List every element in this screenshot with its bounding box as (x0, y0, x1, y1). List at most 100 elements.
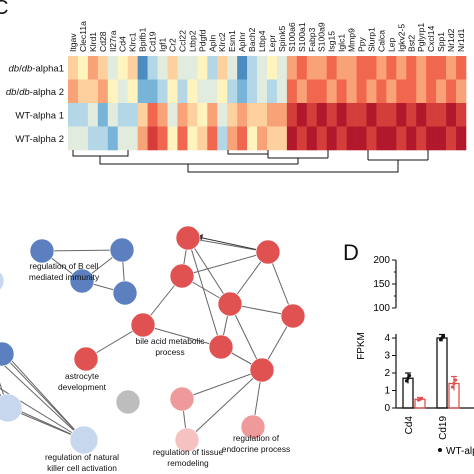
heatmap-cell (426, 126, 437, 151)
gene-label: Isg15 (327, 31, 337, 52)
network-edge (181, 369, 263, 400)
gene-label: S100a1 (297, 22, 307, 52)
network-node (109, 237, 135, 263)
gene-label: Calca (376, 30, 386, 52)
heatmap-cell (87, 126, 99, 151)
label-b-cell-immunity: regulation of B cell mediated immunity (29, 261, 100, 282)
heatmap-cell (316, 103, 327, 127)
gene-label: Pdgfd (197, 29, 207, 52)
gene-label: S100a9 (317, 22, 327, 52)
heatmap-cell (97, 79, 109, 104)
dendrogram-branch (72, 150, 129, 157)
heatmap-cell (306, 103, 318, 127)
heatmap-cell (326, 103, 337, 127)
heatmap-cell (257, 103, 268, 127)
y-axis-label: FPKM (356, 332, 367, 360)
gene-label: Fabp3 (307, 27, 317, 52)
data-point (404, 379, 409, 383)
heatmap-cell (346, 103, 357, 127)
dendrogram-branch (227, 150, 268, 155)
network-node (0, 271, 5, 291)
heatmap-cell (346, 56, 357, 80)
heatmap-cell (436, 79, 447, 104)
heatmap-cell (127, 79, 138, 104)
heatmap-cell (346, 79, 357, 104)
heatmap-cell (187, 56, 198, 80)
heatmap-cell (446, 126, 457, 151)
heatmap-cell (237, 103, 248, 127)
heatmap-cell (147, 79, 158, 104)
heatmap-cell (286, 103, 298, 127)
heatmap-cell (356, 126, 367, 151)
heatmap-cell (237, 126, 248, 151)
heatmap-cell (376, 126, 387, 151)
network-node (115, 389, 141, 415)
heatmap-cell (97, 126, 109, 151)
y-tick-label: 1 (384, 386, 390, 397)
network-node (240, 414, 266, 440)
network-edge (0, 382, 9, 409)
heatmap-cell (386, 79, 397, 104)
gene-label: Esm1 (227, 30, 237, 52)
panel-d-letter: D (343, 240, 359, 265)
heatmap-cell (306, 79, 318, 104)
heatmap-cell (376, 103, 387, 127)
data-point (450, 385, 455, 389)
network-node (169, 263, 195, 289)
heatmap-cell (396, 79, 407, 104)
heatmap-cell (296, 79, 308, 104)
gene-label: Bach2 (247, 27, 257, 52)
legend-label: WT-alpha (446, 446, 474, 457)
heatmap-cell (217, 56, 228, 80)
network-edge (41, 249, 123, 252)
gene-label: Mmp9 (347, 28, 357, 52)
heatmap-cell (416, 103, 427, 127)
network-node (174, 427, 200, 453)
network-edge (0, 401, 85, 441)
legend-marker (438, 448, 442, 452)
gene-label: Ccl22 (177, 30, 187, 52)
heatmap-cell (257, 79, 268, 104)
heatmap-cell (197, 103, 208, 127)
network-node (249, 357, 275, 383)
heatmap-cell (426, 103, 437, 127)
heatmap-cell (406, 126, 417, 151)
sample-label: WT-alpha 1 (15, 110, 64, 121)
heatmap-cell (247, 79, 258, 104)
label-endocrine: regulation of endocrine process (222, 433, 290, 454)
data-point (453, 378, 458, 382)
network-edge (187, 237, 231, 305)
gene-label: Nr1d2 (446, 28, 456, 52)
gene-label: Iglc1 (337, 34, 347, 52)
sample-label: db/db-alpha 2 (6, 87, 64, 98)
heatmap-cell (316, 79, 327, 104)
heatmap-cell (187, 79, 198, 104)
heatmap-cell (167, 79, 178, 104)
heatmap-cell (107, 56, 119, 80)
heatmap-cell (227, 126, 238, 151)
heatmap-cell (217, 103, 228, 127)
heatmap-cell (117, 79, 128, 104)
heatmap-cell (416, 56, 427, 80)
dendrogram-branch (99, 156, 298, 165)
heatmap-cell (267, 103, 278, 127)
gene-label: Lep (386, 37, 396, 52)
y-tick-label: 150 (373, 279, 390, 290)
network-node (69, 425, 99, 455)
network-edge (0, 387, 85, 441)
heatmap-cell (326, 79, 337, 104)
gene-label: Itgav (68, 33, 78, 52)
gene-label: Cr2 (167, 38, 177, 52)
heatmap-cell (356, 79, 367, 104)
heatmap-cell (416, 126, 427, 151)
heatmap-cell (197, 56, 208, 80)
heatmap-cell (107, 103, 119, 127)
gene-label: Clec11a (78, 21, 88, 52)
heatmap-cell (87, 56, 99, 80)
y-tick-label: 200 (373, 255, 390, 266)
heatmap-cell (286, 56, 298, 80)
heatmap-cell (396, 56, 407, 80)
heatmap-cell (276, 103, 288, 127)
data-point (406, 376, 410, 380)
heatmap-cell (147, 56, 158, 80)
